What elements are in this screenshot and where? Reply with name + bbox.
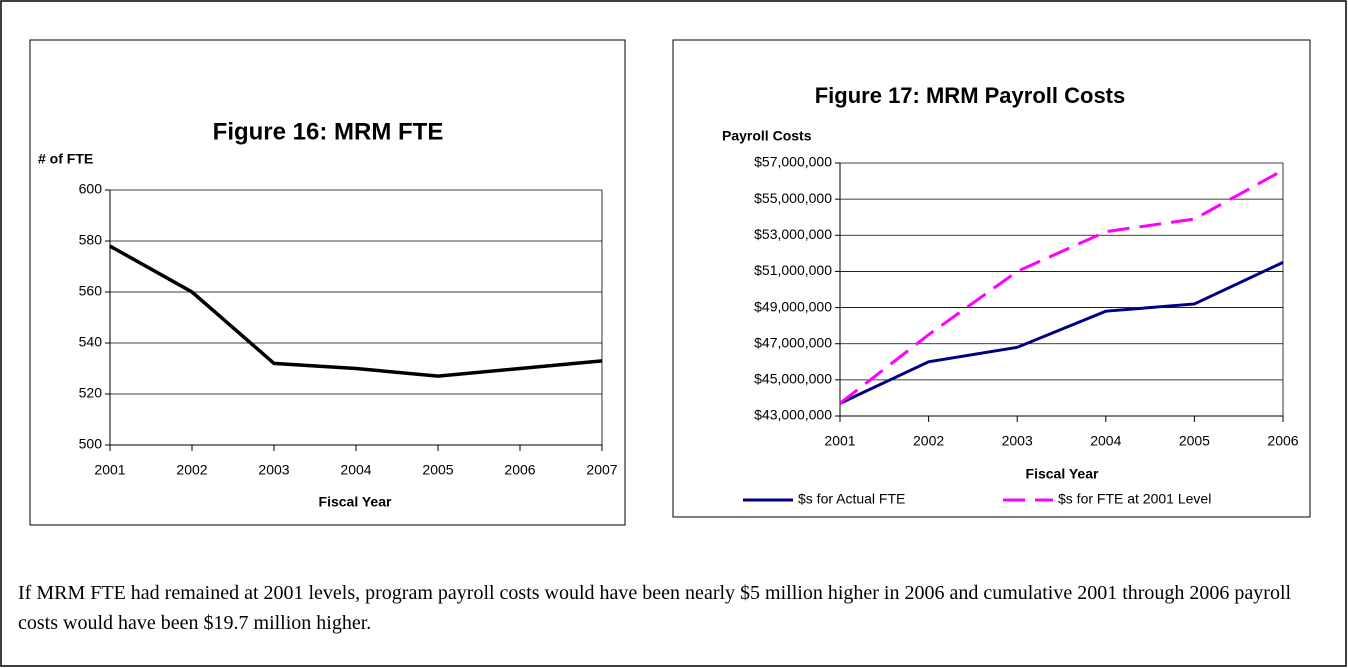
y-tick-label: $53,000,000 bbox=[754, 226, 832, 242]
y-tick-label: $49,000,000 bbox=[754, 298, 832, 314]
x-tick-label: 2003 bbox=[1002, 433, 1033, 449]
paragraph: If MRM FTE had remained at 2001 levels, … bbox=[18, 582, 1292, 634]
y-tick-label: 520 bbox=[79, 385, 103, 401]
y-axis-label: # of FTE bbox=[38, 151, 93, 167]
x-axis-label: Fiscal Year bbox=[319, 494, 392, 510]
y-tick-label: 540 bbox=[79, 334, 103, 350]
y-tick-label: 580 bbox=[79, 232, 103, 248]
y-tick-label: $51,000,000 bbox=[754, 262, 832, 278]
x-tick-label: 2002 bbox=[176, 462, 207, 478]
x-tick-label: 2006 bbox=[504, 462, 535, 478]
y-tick-label: 560 bbox=[79, 283, 103, 299]
series-line bbox=[839, 261, 1284, 405]
y-tick-label: 500 bbox=[79, 436, 103, 452]
chart-frame bbox=[672, 39, 1311, 518]
x-tick-label: 2005 bbox=[1179, 433, 1210, 449]
y-axis-label: Payroll Costs bbox=[722, 128, 812, 144]
x-axis-label: Fiscal Year bbox=[1026, 466, 1099, 482]
x-tick-label: 2007 bbox=[586, 462, 617, 478]
x-tick-label: 2004 bbox=[1090, 433, 1121, 449]
y-tick-label: $55,000,000 bbox=[754, 190, 832, 206]
x-tick-label: 2001 bbox=[824, 433, 855, 449]
x-tick-label: 2004 bbox=[340, 462, 371, 478]
x-tick-label: 2003 bbox=[258, 462, 289, 478]
y-tick-label: $47,000,000 bbox=[754, 334, 832, 350]
series-line bbox=[109, 244, 603, 378]
series-line bbox=[839, 168, 1284, 405]
legend-label: $s for Actual FTE bbox=[798, 491, 905, 507]
chart-title: Figure 16: MRM FTE bbox=[213, 118, 444, 145]
chart-title: Figure 17: MRM Payroll Costs bbox=[815, 83, 1126, 108]
y-tick-label: $45,000,000 bbox=[754, 371, 832, 387]
chart-frame bbox=[29, 39, 626, 526]
x-tick-label: 2002 bbox=[913, 433, 944, 449]
y-tick-label: $43,000,000 bbox=[754, 407, 832, 423]
legend-label: $s for FTE at 2001 Level bbox=[1058, 491, 1211, 507]
x-tick-label: 2006 bbox=[1267, 433, 1298, 449]
x-tick-label: 2005 bbox=[422, 462, 453, 478]
y-tick-label: $57,000,000 bbox=[754, 154, 832, 170]
y-tick-label: 600 bbox=[79, 181, 103, 197]
x-tick-label: 2001 bbox=[94, 462, 125, 478]
